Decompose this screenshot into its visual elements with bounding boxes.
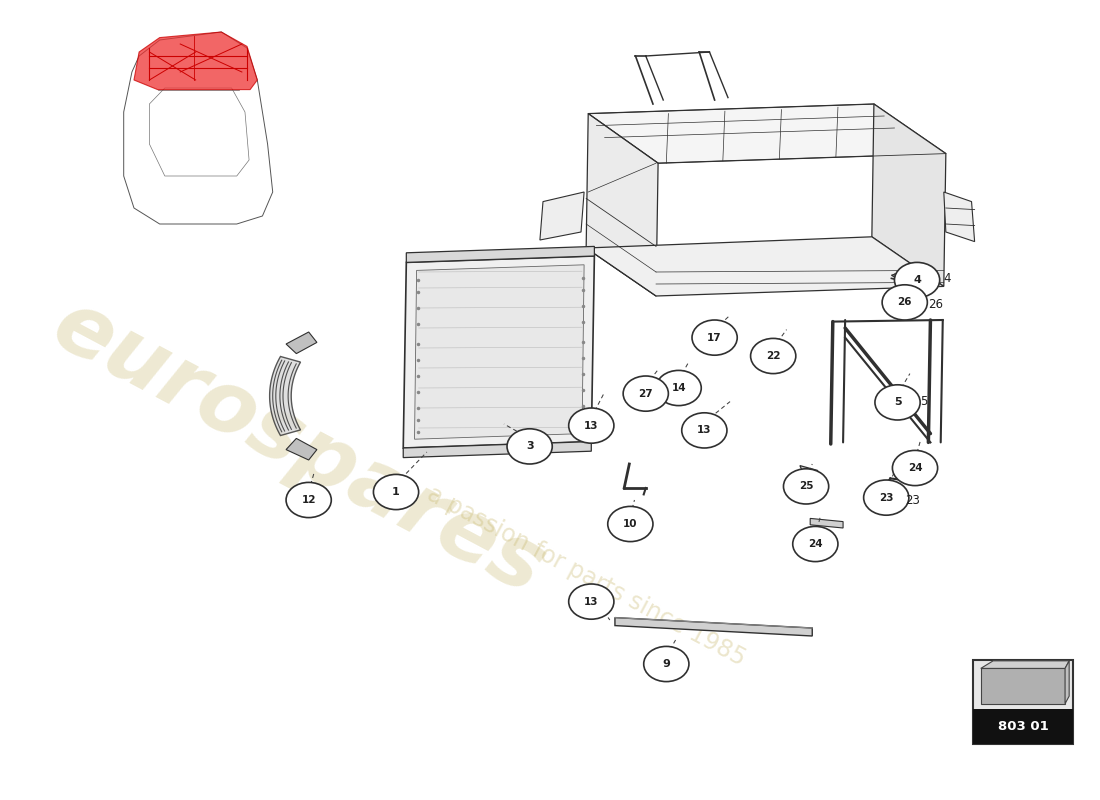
Polygon shape — [270, 357, 300, 435]
Text: 24: 24 — [808, 539, 823, 549]
Circle shape — [874, 385, 921, 420]
Polygon shape — [588, 104, 946, 163]
Circle shape — [373, 474, 419, 510]
Circle shape — [607, 506, 653, 542]
Text: a passion for parts since 1985: a passion for parts since 1985 — [422, 482, 749, 670]
Text: 4: 4 — [944, 272, 952, 285]
Text: 803 01: 803 01 — [998, 720, 1048, 733]
Circle shape — [892, 450, 937, 486]
Polygon shape — [286, 332, 317, 354]
Text: 26: 26 — [928, 298, 944, 310]
Polygon shape — [406, 246, 594, 262]
Circle shape — [793, 526, 838, 562]
Text: 23: 23 — [879, 493, 893, 502]
Circle shape — [569, 584, 614, 619]
Polygon shape — [944, 192, 975, 242]
Text: 5: 5 — [921, 395, 927, 408]
Polygon shape — [811, 518, 843, 528]
Text: 14: 14 — [671, 383, 686, 393]
Text: 10: 10 — [623, 519, 638, 529]
Polygon shape — [981, 661, 1069, 669]
Circle shape — [656, 370, 702, 406]
Circle shape — [692, 320, 737, 355]
Text: 25: 25 — [799, 482, 813, 491]
Circle shape — [682, 413, 727, 448]
Text: 1: 1 — [393, 487, 400, 497]
Text: 12: 12 — [301, 495, 316, 505]
FancyBboxPatch shape — [972, 709, 1074, 744]
Polygon shape — [586, 114, 658, 296]
Polygon shape — [1065, 661, 1069, 704]
Polygon shape — [891, 272, 902, 282]
Text: eurospares: eurospares — [39, 283, 559, 613]
Text: 22: 22 — [766, 351, 780, 361]
Circle shape — [507, 429, 552, 464]
Polygon shape — [872, 104, 946, 286]
Polygon shape — [586, 237, 944, 296]
Text: 13: 13 — [584, 597, 598, 606]
Text: 4: 4 — [913, 275, 921, 285]
Circle shape — [882, 285, 927, 320]
Text: 5: 5 — [893, 398, 901, 407]
FancyBboxPatch shape — [972, 660, 1074, 744]
Text: 23: 23 — [904, 494, 920, 506]
Circle shape — [750, 338, 795, 374]
Circle shape — [569, 408, 614, 443]
Text: 27: 27 — [638, 389, 653, 398]
Polygon shape — [404, 256, 594, 448]
Text: 9: 9 — [662, 659, 670, 669]
Text: 13: 13 — [697, 426, 712, 435]
Polygon shape — [134, 32, 257, 90]
Polygon shape — [615, 618, 812, 636]
Polygon shape — [540, 192, 584, 240]
Text: 26: 26 — [898, 298, 912, 307]
Text: 17: 17 — [707, 333, 722, 342]
Circle shape — [864, 480, 909, 515]
Circle shape — [644, 646, 689, 682]
Circle shape — [894, 262, 939, 298]
Polygon shape — [800, 466, 823, 480]
Circle shape — [286, 482, 331, 518]
Polygon shape — [981, 669, 1065, 704]
Text: 3: 3 — [526, 442, 534, 451]
Circle shape — [783, 469, 828, 504]
Polygon shape — [404, 442, 592, 458]
Polygon shape — [415, 265, 584, 439]
Circle shape — [624, 376, 669, 411]
Text: 13: 13 — [584, 421, 598, 430]
Text: 24: 24 — [908, 463, 922, 473]
Polygon shape — [286, 438, 317, 460]
